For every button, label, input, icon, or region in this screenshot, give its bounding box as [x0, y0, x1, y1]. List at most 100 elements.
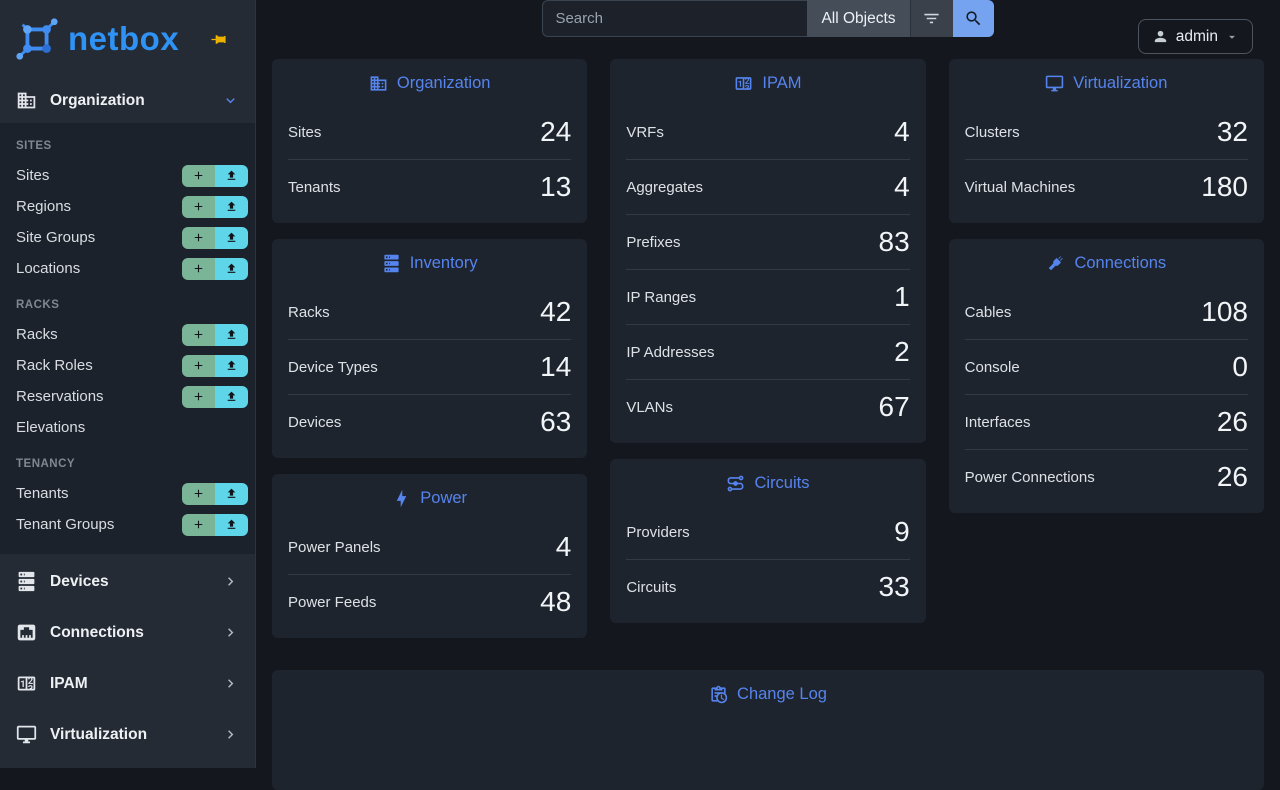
stat-row-racks[interactable]: Racks 42 [288, 285, 571, 339]
sidebar-item-tenants[interactable]: Tenants [0, 478, 255, 509]
card-header: Organization [272, 59, 587, 105]
card-connections: Connections Cables 108 Console 0 Interfa… [948, 239, 1264, 513]
user-menu-button[interactable]: admin [1137, 19, 1253, 54]
stat-row-vlans[interactable]: VLANs 67 [626, 379, 910, 434]
card-title: Change Log [737, 685, 827, 703]
stat-value: 14 [540, 351, 572, 382]
stat-value: 13 [540, 171, 572, 202]
add-sites-button[interactable] [182, 164, 215, 187]
sidebar-item-locations[interactable]: Locations [0, 253, 255, 284]
add-regions-button[interactable] [182, 195, 215, 218]
stat-label: VLANs [626, 398, 674, 416]
sidebar-item-tenant-groups[interactable]: Tenant Groups [0, 509, 255, 540]
import-rack-roles-button[interactable] [215, 354, 248, 377]
stat-row-clusters[interactable]: Clusters 32 [965, 105, 1248, 159]
search-button[interactable] [952, 0, 994, 37]
stat-row-console[interactable]: Console 0 [964, 339, 1248, 394]
import-sites-button[interactable] [215, 164, 248, 187]
pin-icon [210, 31, 227, 48]
stat-label: Devices [288, 413, 342, 431]
stat-row-devices[interactable]: Devices 63 [288, 394, 572, 449]
stat-label: Virtual Machines [964, 178, 1076, 196]
stat-row-aggregates[interactable]: Aggregates 4 [626, 159, 910, 214]
organization-submenu: SITES Sites Regions Site Groups Location… [0, 123, 255, 554]
stat-row-interfaces[interactable]: Interfaces 26 [964, 394, 1248, 449]
add-site-groups-button[interactable] [182, 226, 215, 249]
upload-icon [225, 262, 238, 275]
search-input[interactable] [542, 0, 808, 37]
item-actions [182, 323, 248, 346]
import-tenant-groups-button[interactable] [215, 513, 248, 536]
plus-icon [192, 200, 205, 213]
plus-icon [192, 487, 205, 500]
stat-row-sites[interactable]: Sites 24 [288, 105, 571, 159]
stat-row-power-connections[interactable]: Power Connections 26 [964, 449, 1248, 504]
netbox-logo-icon[interactable] [14, 16, 60, 62]
sidebar-item-regions[interactable]: Regions [0, 191, 255, 222]
import-racks-button[interactable] [215, 323, 248, 346]
stat-row-vrfs[interactable]: VRFs 4 [626, 105, 909, 159]
plus-icon [192, 262, 205, 275]
card-header: Inventory [272, 239, 587, 285]
import-reservations-button[interactable] [215, 385, 248, 408]
stat-value: 1 [894, 281, 910, 312]
stat-row-ip-ranges[interactable]: IP Ranges 1 [626, 269, 910, 324]
search-scope-button[interactable]: All Objects [807, 0, 910, 37]
stat-row-providers[interactable]: Providers 9 [626, 505, 909, 559]
upload-icon [225, 518, 238, 531]
sidebar-item-virtualization[interactable]: Virtualization [0, 709, 255, 760]
stat-label: Power Connections [964, 468, 1095, 486]
import-locations-button[interactable] [215, 257, 248, 280]
sidebar-item-connections[interactable]: Connections [0, 607, 255, 658]
add-locations-button[interactable] [182, 257, 215, 280]
stat-row-circuits[interactable]: Circuits 33 [626, 559, 910, 614]
sidebar-item-racks[interactable]: Racks [0, 319, 255, 350]
add-tenant-groups-button[interactable] [182, 513, 215, 536]
sidebar-item-elevations[interactable]: Elevations [16, 419, 86, 436]
import-site-groups-button[interactable] [215, 226, 248, 249]
stat-row-device-types[interactable]: Device Types 14 [288, 339, 572, 394]
upload-icon [225, 169, 238, 182]
stat-row-power-panels[interactable]: Power Panels 4 [288, 520, 571, 574]
transit-connection-icon [726, 474, 745, 493]
filter-button[interactable] [909, 0, 953, 37]
sidebar-item-ipam[interactable]: IPAM [0, 658, 255, 709]
sidebar-item-reservations[interactable]: Reservations [0, 381, 255, 412]
stat-row-prefixes[interactable]: Prefixes 83 [626, 214, 910, 269]
sidebar-item-devices[interactable]: Devices [0, 556, 255, 607]
stat-label: Prefixes [626, 233, 681, 251]
stat-row-ip-addresses[interactable]: IP Addresses 2 [626, 324, 910, 379]
item-actions [182, 482, 248, 505]
stat-row-virtual-machines[interactable]: Virtual Machines 180 [964, 159, 1248, 214]
item-actions [182, 195, 248, 218]
add-reservations-button[interactable] [182, 385, 215, 408]
add-tenants-button[interactable] [182, 482, 215, 505]
stat-row-cables[interactable]: Cables 108 [965, 285, 1248, 339]
sidebar-pin-button[interactable] [210, 31, 227, 48]
card-circuits: Circuits Providers 9 Circuits 33 [610, 459, 926, 623]
stat-row-power-feeds[interactable]: Power Feeds 48 [288, 574, 572, 629]
plus-icon [192, 169, 205, 182]
caret-down-icon [1225, 30, 1239, 44]
add-racks-button[interactable] [182, 323, 215, 346]
stat-label: Console [964, 358, 1020, 376]
stat-row-tenants[interactable]: Tenants 13 [288, 159, 572, 214]
search-group: All Objects [542, 0, 994, 37]
sidebar-item-site-groups[interactable]: Site Groups [0, 222, 255, 253]
item-actions [182, 354, 248, 377]
add-rack-roles-button[interactable] [182, 354, 215, 377]
item-actions [182, 257, 248, 280]
card-title: Connections [1074, 254, 1167, 272]
dashboard-column-1: Organization Sites 24 Tenants 13 Inv [272, 59, 588, 638]
import-tenants-button[interactable] [215, 482, 248, 505]
sidebar-item-sites[interactable]: Sites [0, 160, 255, 191]
stat-value: 42 [540, 296, 572, 327]
brand-name[interactable]: netbox [68, 20, 180, 57]
sidebar-item-organization[interactable]: Organization [0, 78, 255, 123]
stat-value: 32 [1216, 116, 1248, 147]
item-actions [182, 385, 248, 408]
sidebar-item-rack-roles[interactable]: Rack Roles [0, 350, 255, 381]
stat-value: 0 [1232, 351, 1248, 382]
import-regions-button[interactable] [215, 195, 248, 218]
stat-label: Circuits [626, 578, 677, 596]
